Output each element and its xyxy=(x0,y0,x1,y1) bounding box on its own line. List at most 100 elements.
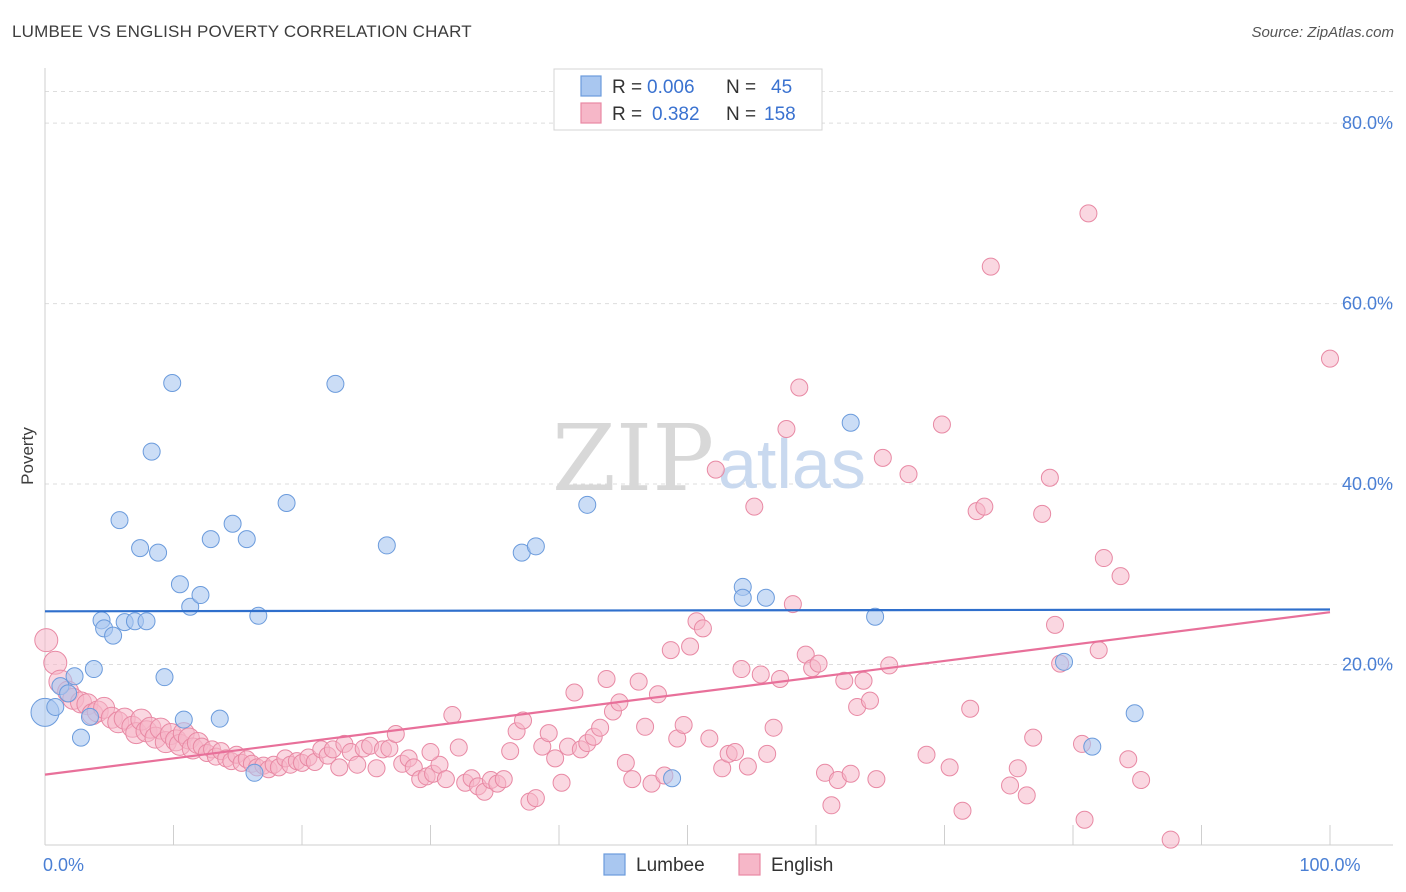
english-point xyxy=(758,744,777,763)
english-point xyxy=(386,725,405,744)
trend-lines xyxy=(44,608,1331,776)
english-point xyxy=(917,745,936,764)
english-point xyxy=(1001,776,1020,795)
gridlines xyxy=(45,91,1393,666)
series-english-points xyxy=(34,204,1339,849)
english-point xyxy=(1040,468,1059,487)
english-point xyxy=(421,743,440,762)
legend-n-label-english: N = xyxy=(726,104,756,125)
english-point xyxy=(1132,771,1151,790)
lumbee-point xyxy=(163,373,182,392)
lumbee-point xyxy=(663,769,682,788)
legend-box: R = 0.006 N = 45 R = 0.382 N = 158 xyxy=(553,68,823,131)
x-tick-marks xyxy=(44,825,1331,845)
lumbee-point xyxy=(131,539,150,558)
y-tick-label-40: 40.0% xyxy=(1342,474,1393,494)
english-point xyxy=(565,683,584,702)
lumbee-point xyxy=(46,697,65,716)
lumbee-point xyxy=(201,530,220,549)
english-point xyxy=(981,257,1000,276)
lumbee-point xyxy=(174,710,193,729)
trend-line-english xyxy=(44,611,1331,776)
lumbee-point xyxy=(1083,737,1102,756)
english-point xyxy=(790,378,809,397)
watermark-zip: ZIP xyxy=(552,405,714,512)
lumbee-point xyxy=(841,413,860,432)
english-point xyxy=(1094,549,1113,568)
lumbee-point xyxy=(249,606,268,625)
english-point xyxy=(961,699,980,718)
lumbee-point xyxy=(245,763,264,782)
lumbee-point xyxy=(223,514,242,533)
english-point xyxy=(591,718,610,737)
english-point xyxy=(841,764,860,783)
lumbee-point xyxy=(866,607,885,626)
english-point xyxy=(932,415,951,434)
english-point xyxy=(873,448,892,467)
legend-n-value-lumbee: 45 xyxy=(771,77,792,98)
english-point xyxy=(501,742,520,761)
y-tick-label-20: 20.0% xyxy=(1342,655,1393,675)
english-point xyxy=(1111,567,1130,586)
english-point xyxy=(899,465,918,484)
lumbee-point xyxy=(1125,704,1144,723)
english-point xyxy=(1161,830,1180,849)
english-point xyxy=(940,758,959,777)
english-point xyxy=(1033,504,1052,523)
english-point xyxy=(706,460,725,479)
lumbee-point xyxy=(191,586,210,605)
lumbee-point xyxy=(149,543,168,562)
english-point xyxy=(674,715,693,734)
english-point xyxy=(777,420,796,439)
english-point xyxy=(726,743,745,762)
english-point xyxy=(636,717,655,736)
english-point xyxy=(648,685,667,704)
english-point xyxy=(681,637,700,656)
lumbee-point xyxy=(277,494,296,513)
english-point xyxy=(1046,615,1065,634)
chart-source: Source: ZipAtlas.com xyxy=(1251,24,1394,41)
lumbee-point xyxy=(137,612,156,631)
lumbee-point xyxy=(80,707,99,726)
english-point xyxy=(854,671,873,690)
lumbee-point xyxy=(65,667,84,686)
lumbee-point xyxy=(155,668,174,687)
english-point xyxy=(809,654,828,673)
english-point xyxy=(1024,728,1043,747)
y-axis-label: Poverty xyxy=(18,427,37,485)
english-point xyxy=(443,706,462,725)
english-point xyxy=(1119,750,1138,769)
english-point xyxy=(880,656,899,675)
english-point xyxy=(539,724,558,743)
english-point xyxy=(616,753,635,772)
english-point xyxy=(1089,641,1108,660)
english-point xyxy=(449,738,468,757)
series-lumbee-points xyxy=(30,373,1144,788)
english-point xyxy=(745,497,764,516)
english-point xyxy=(835,671,854,690)
english-point xyxy=(642,774,661,793)
bottom-legend: Lumbee English xyxy=(603,853,833,876)
english-point xyxy=(732,660,751,679)
english-point xyxy=(526,789,545,808)
lumbee-point xyxy=(210,709,229,728)
english-point xyxy=(1075,810,1094,829)
lumbee-point xyxy=(377,536,396,555)
legend-n-label-lumbee: N = xyxy=(726,77,756,98)
english-point xyxy=(738,757,757,776)
lumbee-point xyxy=(756,588,775,607)
lumbee-point xyxy=(237,530,256,549)
legend-n-value-english: 158 xyxy=(764,104,796,125)
trend-line-lumbee xyxy=(44,608,1331,613)
english-point xyxy=(661,641,680,660)
english-point xyxy=(975,497,994,516)
chart-title: LUMBEE VS ENGLISH POVERTY CORRELATION CH… xyxy=(12,22,472,41)
lumbee-point xyxy=(1055,652,1074,671)
english-point xyxy=(514,711,533,730)
lumbee-point xyxy=(733,588,752,607)
lumbee-point xyxy=(104,626,123,645)
legend-r-label-lumbee: R = xyxy=(612,77,642,98)
bottom-legend-swatch-lumbee xyxy=(603,853,626,876)
english-point xyxy=(867,770,886,789)
